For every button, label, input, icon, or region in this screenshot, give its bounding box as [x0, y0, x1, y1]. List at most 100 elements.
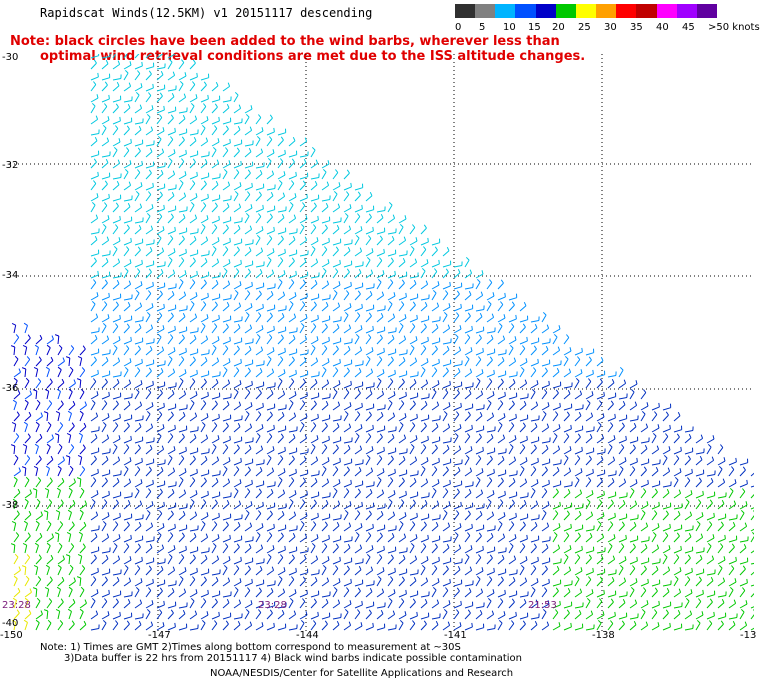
- wind-barb: [288, 150, 298, 158]
- wind-barb: [354, 445, 363, 455]
- wind-barb: [420, 323, 427, 334]
- wind-barb: [706, 512, 715, 521]
- wind-barb: [134, 457, 143, 466]
- legend-label: 5: [479, 22, 486, 33]
- wind-barb: [310, 202, 317, 213]
- wind-barb: [684, 455, 691, 466]
- wind-barb: [684, 610, 693, 620]
- wind-barb: [178, 377, 184, 389]
- wind-barb: [310, 224, 317, 235]
- wind-barb: [508, 611, 517, 620]
- wind-barb: [24, 399, 29, 411]
- wind-barb: [299, 455, 307, 466]
- wind-barb: [695, 619, 701, 631]
- wind-barb: [23, 322, 28, 334]
- wind-barb: [178, 171, 187, 180]
- wind-barb: [750, 627, 754, 631]
- wind-barb: [629, 380, 638, 389]
- wind-barb: [453, 389, 460, 400]
- wind-barb: [431, 246, 438, 257]
- wind-barb: [497, 314, 506, 323]
- wind-barb: [167, 553, 173, 565]
- wind-barb: [453, 466, 461, 477]
- wind-barb: [365, 334, 372, 345]
- wind-barb: [596, 512, 605, 521]
- wind-barb: [35, 412, 43, 422]
- wind-barb: [310, 357, 319, 367]
- wind-barb: [189, 532, 197, 543]
- wind-barb: [68, 586, 73, 598]
- wind-barb: [101, 103, 108, 114]
- wind-barb: [563, 622, 572, 631]
- wind-barb: [134, 500, 143, 510]
- wind-barb: [563, 411, 570, 422]
- wind-barb: [530, 415, 540, 422]
- wind-barb: [651, 510, 658, 521]
- wind-barb: [717, 591, 727, 598]
- wind-barb: [464, 355, 470, 367]
- wind-barb: [618, 499, 626, 510]
- wind-barb: [365, 411, 372, 422]
- wind-barb: [475, 503, 485, 510]
- wind-barb: [354, 381, 364, 389]
- wind-barb: [420, 259, 429, 268]
- wind-barb: [354, 261, 364, 268]
- wind-barb: [739, 509, 745, 521]
- wind-barb: [409, 477, 417, 488]
- wind-barb: [57, 564, 62, 576]
- wind-barb: [541, 437, 551, 444]
- wind-barb: [310, 392, 320, 400]
- wind-barb: [244, 161, 254, 169]
- wind-barb: [134, 54, 140, 59]
- wind-barb: [211, 443, 217, 455]
- wind-barb: [585, 447, 595, 455]
- wind-barb: [530, 457, 539, 466]
- wind-barb: [640, 608, 646, 620]
- wind-barb: [156, 268, 164, 279]
- wind-barb: [684, 477, 691, 488]
- wind-barb: [200, 619, 206, 631]
- wind-barb: [299, 180, 306, 191]
- wind-barb: [486, 610, 495, 620]
- wind-barb: [200, 158, 208, 169]
- wind-barb: [475, 567, 484, 576]
- wind-barb: [123, 323, 130, 334]
- wind-barb: [44, 586, 50, 598]
- wind-barb: [640, 543, 648, 554]
- wind-barb: [442, 522, 451, 532]
- wind-barb: [233, 565, 240, 576]
- wind-barb: [68, 478, 76, 488]
- lon-label-138: -138: [592, 630, 615, 641]
- wind-barb: [453, 367, 461, 378]
- wind-barb: [585, 546, 595, 554]
- wind-barb: [354, 501, 363, 510]
- wind-barb: [156, 135, 162, 147]
- wind-barb: [277, 128, 287, 136]
- wind-barb: [156, 92, 163, 103]
- wind-barb: [343, 621, 352, 631]
- wind-barb: [46, 434, 54, 444]
- wind-barb: [706, 576, 714, 587]
- wind-barb: [255, 488, 262, 499]
- wind-barb: [365, 312, 372, 323]
- wind-barb: [178, 404, 188, 411]
- lon-label-147: -147: [148, 630, 171, 641]
- wind-barb: [13, 389, 21, 400]
- wind-barb: [112, 314, 121, 323]
- wind-barb: [255, 127, 264, 136]
- wind-barb: [519, 620, 526, 631]
- wind-barb: [420, 280, 429, 290]
- wind-barb: [409, 542, 415, 554]
- wind-barb: [156, 360, 166, 367]
- wind-barb: [134, 118, 144, 125]
- wind-barb: [398, 370, 408, 378]
- wind-barb: [222, 301, 230, 312]
- wind-barb: [508, 598, 515, 609]
- wind-barb: [54, 334, 60, 345]
- wind-barb: [431, 238, 441, 246]
- wind-barb: [68, 379, 76, 389]
- wind-barb: [288, 455, 295, 466]
- wind-barb: [420, 246, 427, 257]
- wind-barb: [255, 261, 265, 268]
- wind-barb: [552, 411, 559, 422]
